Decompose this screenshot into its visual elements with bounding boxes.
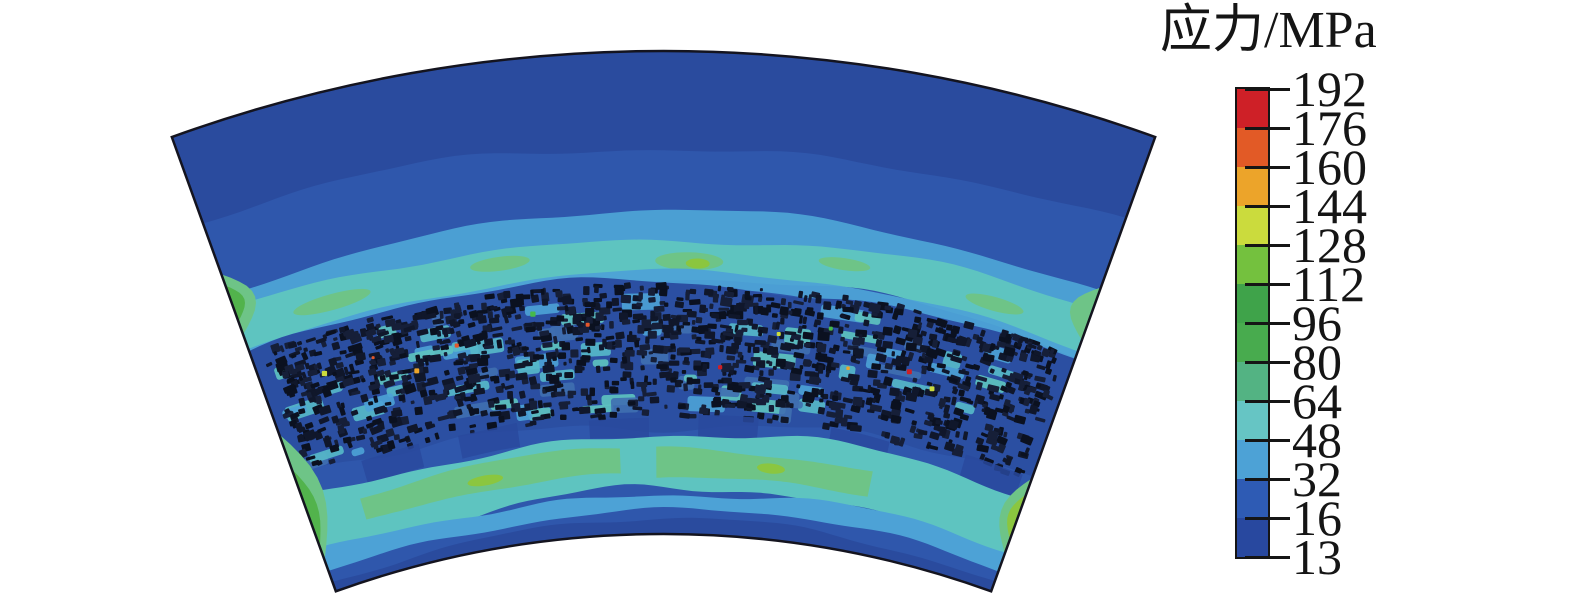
colorbar-tick-label: 160 xyxy=(1292,139,1367,195)
colorbar-segment xyxy=(1237,518,1268,557)
colorbar-tick xyxy=(1245,399,1290,403)
colorbar-tick-label: 13 xyxy=(1292,529,1342,585)
colorbar-segment xyxy=(1237,362,1268,401)
colorbar-tick-label: 32 xyxy=(1292,451,1342,507)
colorbar-segment xyxy=(1237,401,1268,440)
colorbar-segment xyxy=(1237,479,1268,518)
colorbar-tick xyxy=(1245,126,1290,130)
colorbar-segment xyxy=(1237,284,1268,323)
high-stress-specks xyxy=(321,311,935,392)
colorbar-segment xyxy=(1237,128,1268,167)
colorbar-tick xyxy=(1245,360,1290,364)
colorbar-tick-label: 128 xyxy=(1292,217,1367,273)
colorbar-segment xyxy=(1237,245,1268,284)
colorbar-tick-label: 64 xyxy=(1292,373,1342,429)
particle-mesh-layer xyxy=(265,281,1058,477)
colorbar-tick-label: 80 xyxy=(1292,334,1342,390)
colorbar-tick xyxy=(1245,87,1290,91)
colorbar-tick-label: 176 xyxy=(1292,100,1367,156)
colorbar-tick xyxy=(1245,165,1290,169)
colorbar-tick-label: 16 xyxy=(1292,490,1342,546)
colorbar-tick xyxy=(1245,516,1290,520)
colorbar-segment xyxy=(1237,167,1268,206)
colorbar-tick xyxy=(1245,282,1290,286)
colorbar-segment xyxy=(1237,206,1268,245)
colorbar-tick xyxy=(1245,477,1290,481)
colorbar-tick xyxy=(1245,204,1290,208)
colorbar-segment xyxy=(1237,89,1268,128)
colorbar-segment xyxy=(1237,323,1268,362)
colorbar-tick xyxy=(1245,321,1290,325)
colorbar-tick xyxy=(1245,243,1290,247)
colorbar-tick-label: 192 xyxy=(1292,61,1367,117)
colorbar-tick-label: 112 xyxy=(1292,256,1366,312)
colorbar-segment xyxy=(1237,440,1268,479)
sector-outline xyxy=(170,49,1157,593)
colorbar-tick-label: 48 xyxy=(1292,412,1342,468)
colorbar-tick xyxy=(1245,555,1290,559)
colorbar-tick-label: 96 xyxy=(1292,295,1342,351)
contour-fill-layers xyxy=(171,50,1156,592)
colorbar-tick-label: 144 xyxy=(1292,178,1367,234)
colorbar-tick xyxy=(1245,438,1290,442)
colorbar-title: 应力/MPa xyxy=(1160,2,1377,59)
